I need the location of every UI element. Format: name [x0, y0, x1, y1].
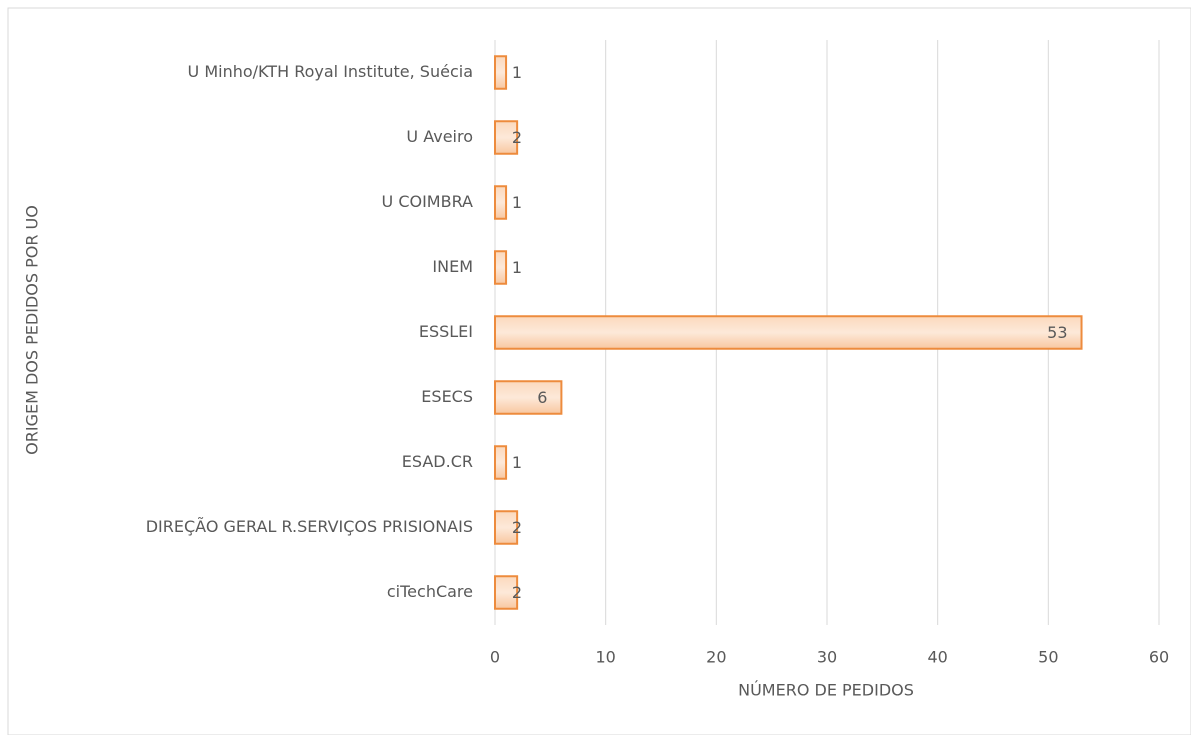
bar: [494, 445, 508, 480]
y-tick-label: DIREÇÃO GERAL R.SERVIÇOS PRISIONAIS: [146, 517, 473, 536]
data-label: 1: [512, 193, 522, 212]
x-axis-label: NÚMERO DE PEDIDOS: [738, 681, 914, 700]
data-label: 6: [537, 388, 547, 407]
y-axis-label: ORIGEM DOS PEDIDOS POR UO: [23, 205, 42, 455]
bar: [494, 380, 563, 415]
data-label: 2: [512, 518, 522, 537]
bar: [494, 575, 519, 610]
y-tick-label: ESSLEI: [419, 322, 473, 341]
bar: [494, 510, 519, 545]
x-tick-label: 0: [490, 648, 500, 667]
data-label: 1: [512, 453, 522, 472]
x-tick-label: 30: [817, 648, 837, 667]
y-tick-label: INEM: [432, 257, 473, 276]
y-tick-label: U Minho/KTH Royal Institute, Suécia: [188, 62, 473, 81]
y-tick-label: ESECS: [421, 387, 473, 406]
data-label: 1: [512, 63, 522, 82]
bar: [494, 120, 519, 155]
x-tick-label: 50: [1038, 648, 1058, 667]
y-tick-label: U Aveiro: [406, 127, 473, 146]
bar: [494, 250, 508, 285]
y-tick-label: ciTechCare: [387, 582, 473, 601]
x-tick-label: 10: [595, 648, 615, 667]
y-tick-label: ESAD.CR: [402, 452, 473, 471]
data-label: 53: [1047, 323, 1067, 342]
data-label: 2: [512, 128, 522, 147]
y-tick-label: U COIMBRA: [382, 192, 474, 211]
bar: [494, 185, 508, 220]
chart-frame: [7, 7, 1191, 736]
data-label: 1: [512, 258, 522, 277]
bar: [494, 55, 508, 90]
data-label: 2: [512, 583, 522, 602]
bar: [494, 315, 1083, 350]
x-tick-label: 40: [927, 648, 947, 667]
x-tick-label: 60: [1149, 648, 1169, 667]
x-tick-label: 20: [706, 648, 726, 667]
